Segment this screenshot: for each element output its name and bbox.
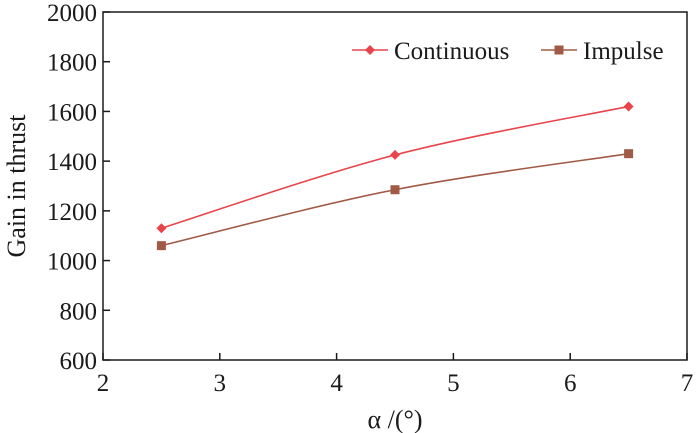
y-axis-label: Gain in thrust xyxy=(2,114,31,258)
y-tick-label: 1400 xyxy=(47,149,97,176)
continuous-point xyxy=(390,149,400,160)
impulse-line xyxy=(161,152,629,247)
legend-impulse-label: Impulse xyxy=(583,38,664,65)
legend-impulse-marker xyxy=(554,45,564,55)
legend: Continuous Impulse xyxy=(352,38,664,65)
plot-frame xyxy=(102,11,688,361)
y-tick-label: 1200 xyxy=(47,199,97,226)
y-tick-label: 1000 xyxy=(47,249,97,276)
impulse-point xyxy=(624,149,634,159)
x-tick-label: 7 xyxy=(681,370,694,397)
impulse-point xyxy=(156,241,166,251)
x-tick-label: 5 xyxy=(447,370,460,397)
x-tick-label: 4 xyxy=(330,370,343,397)
legend-continuous-label: Continuous xyxy=(394,38,509,65)
x-axis-label: α /(°) xyxy=(367,405,422,433)
y-tick-label: 600 xyxy=(60,348,98,375)
impulse-point xyxy=(390,185,400,195)
y-tick-label: 1600 xyxy=(47,99,97,126)
continuous-point xyxy=(156,223,167,234)
y-tick-label: 800 xyxy=(60,298,98,325)
y-tick-label: 1800 xyxy=(47,50,97,77)
continuous-line xyxy=(161,105,629,230)
ticks-layer: 2 3 4 5 6 7 600 800 1000 1200 1400 1600 1800 2000 xyxy=(47,0,693,397)
series-layer xyxy=(156,101,634,251)
legend-continuous-marker xyxy=(365,45,375,55)
x-tick-label: 2 xyxy=(97,370,110,397)
continuous-point xyxy=(623,101,634,112)
x-tick-label: 6 xyxy=(564,370,577,397)
y-tick-label: 2000 xyxy=(47,0,97,27)
x-tick-label: 3 xyxy=(214,370,227,397)
